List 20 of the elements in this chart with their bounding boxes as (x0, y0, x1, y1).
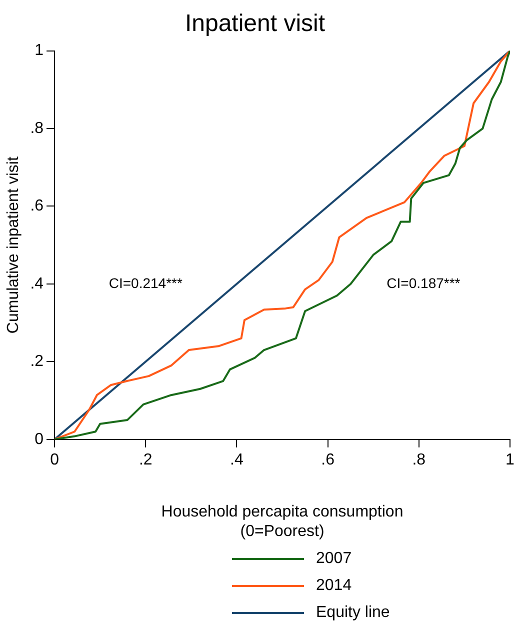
legend-label: 2007 (316, 550, 352, 568)
x-tick-label: .4 (230, 451, 244, 468)
legend-label: 2014 (316, 576, 352, 594)
x-tick-label: .6 (321, 451, 335, 468)
x-tick-label: 1 (506, 451, 515, 468)
x-tick-label: .8 (412, 451, 426, 468)
x-axis-title: Household percapita consumption (0=Poorest) (161, 504, 404, 540)
y-tick-label: .4 (30, 275, 44, 292)
annotation: CI=0.214*** (108, 274, 183, 291)
y-tick-label: 0 (34, 430, 44, 448)
y-axis-title: Cumulative inpatient visit (5, 156, 22, 334)
y-tick-label: 1 (34, 42, 44, 60)
x-tick-label: .2 (138, 451, 152, 468)
y-tick-label: .6 (30, 198, 44, 215)
x-tick-label: 0 (50, 451, 60, 468)
y-tick-label: .2 (30, 353, 44, 370)
y-tick-label: .8 (30, 120, 44, 137)
chart-title: Inpatient visit (184, 10, 326, 38)
legend-label: Equity line (316, 604, 390, 622)
annotation: CI=0.187*** (386, 274, 461, 291)
